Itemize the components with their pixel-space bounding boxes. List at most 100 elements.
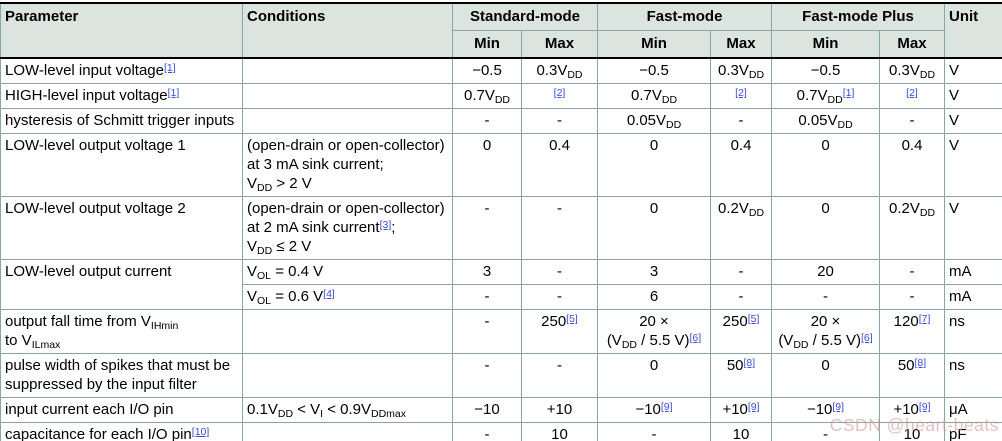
footnote-ref[interactable]: [3] <box>379 219 392 231</box>
footnote-ref[interactable]: [9] <box>660 401 673 413</box>
footnote-ref[interactable]: [8] <box>743 357 756 369</box>
value-cell: 0.7VDD <box>452 83 522 109</box>
conditions-cell <box>242 309 453 354</box>
subscript: DD <box>748 207 765 219</box>
subscript: OL <box>257 295 272 307</box>
header-standard-min: Min <box>452 30 522 59</box>
value-cell: 0 <box>597 133 712 197</box>
value-cell: - <box>879 259 946 285</box>
subscript: DD <box>827 94 843 106</box>
value-cell: 0.2VDD <box>879 196 946 260</box>
unit-cell: V <box>944 108 1002 134</box>
footnote-ref[interactable]: [2] <box>553 87 566 99</box>
value-cell: 0.7VDD <box>597 83 712 109</box>
value-cell: −0.5 <box>771 57 881 84</box>
value-cell: 0 <box>597 353 712 398</box>
subscript: I <box>320 408 324 420</box>
value-cell: +10 <box>520 397 599 423</box>
value-cell: 250[5] <box>710 309 773 354</box>
header-unit: Unit <box>944 2 1002 59</box>
value-cell: 10 <box>520 422 599 441</box>
value-cell: 3 <box>597 259 712 285</box>
value-cell: - <box>452 353 522 398</box>
parameter-cell: HIGH-level input voltage[1] <box>0 83 243 109</box>
table-row: hysteresis of Schmitt trigger inputs - -0.… <box>0 108 1002 134</box>
footnote-ref[interactable]: [8] <box>914 357 927 369</box>
subscript: DD <box>277 408 294 420</box>
value-cell: 0 <box>597 196 712 260</box>
subscript: DD <box>257 245 273 257</box>
parameter-cell: LOW-level output current <box>0 259 243 310</box>
conditions-cell: (open-drain or open-collector) at 2 mA si… <box>242 196 453 260</box>
footnote-ref[interactable]: [5] <box>747 313 760 325</box>
header-fast-max: Max <box>710 30 773 59</box>
subscript: DD <box>621 339 637 351</box>
value-cell: - <box>520 259 599 285</box>
unit-cell: V <box>944 196 1002 260</box>
header-fast-min: Min <box>597 30 712 59</box>
value-cell: 20 × (VDD / 5.5 V)[6] <box>597 309 712 354</box>
value-cell: 0 <box>771 353 881 398</box>
parameter-cell: pulse width of spikes that must be suppre… <box>0 353 243 398</box>
footnote-ref[interactable]: [6] <box>861 332 873 344</box>
value-cell: 3 <box>452 259 522 285</box>
unit-cell: ns <box>944 309 1002 354</box>
value-cell: −0.5 <box>597 57 712 84</box>
spec-table-body: LOW-level input voltage[1] −0.5 0.3VDD −0.5… <box>0 57 1002 441</box>
value-cell: 0.4 <box>520 133 599 197</box>
subscript: DD <box>567 69 583 81</box>
footnote-ref[interactable]: [9] <box>747 401 760 413</box>
table-row: HIGH-level input voltage[1] 0.7VDD [2] 0.7V… <box>0 83 1002 109</box>
value-cell: −10[9] <box>597 397 712 423</box>
conditions-cell <box>242 422 453 441</box>
footnote-ref[interactable]: [7] <box>918 313 931 325</box>
table-row: pulse width of spikes that must be suppre… <box>0 353 1002 398</box>
footnote-ref[interactable]: [5] <box>566 313 578 325</box>
value-cell: - <box>771 422 881 441</box>
footnote-ref[interactable]: [2] <box>906 87 918 99</box>
table-row: output fall time from VIHmin to VILmax -25… <box>0 309 1002 354</box>
value-cell: 0 <box>771 196 881 260</box>
value-cell: - <box>879 108 946 134</box>
footnote-ref[interactable]: [10] <box>191 426 210 438</box>
value-cell: - <box>710 108 773 134</box>
table-row: LOW-level output voltage 2 (open-drain or… <box>0 196 1002 260</box>
unit-cell: pF <box>944 422 1002 441</box>
subscript: DD <box>257 182 273 194</box>
conditions-cell: 0.1VDD < VI < 0.9VDDmax <box>242 397 453 423</box>
subscript: DD <box>793 339 809 351</box>
parameter-cell: LOW-level output voltage 2 <box>0 196 243 260</box>
parameter-cell: output fall time from VIHmin to VILmax <box>0 309 243 354</box>
footnote-ref[interactable]: [1] <box>163 62 176 74</box>
subscript: DDmax <box>371 408 407 420</box>
value-cell: 0.4 <box>879 133 946 197</box>
header-fastplus-max: Max <box>879 30 946 59</box>
value-cell: −10[9] <box>771 397 881 423</box>
conditions-cell <box>242 83 453 109</box>
value-cell: 0.05VDD <box>597 108 712 134</box>
value-cell: 250[5] <box>520 309 599 354</box>
subscript: DD <box>919 207 936 219</box>
value-cell: 0 <box>452 133 522 197</box>
subscript: IHmin <box>150 320 179 332</box>
value-cell: 10 <box>710 422 773 441</box>
value-cell: - <box>452 196 522 260</box>
footnote-ref[interactable]: [1] <box>842 87 855 99</box>
footnote-ref[interactable]: [6] <box>689 332 702 344</box>
value-cell: - <box>710 284 773 310</box>
table-header: Parameter Conditions Standard-mode Fast-… <box>0 2 1002 59</box>
header-fast-mode-plus: Fast-mode Plus <box>771 2 946 31</box>
value-cell: - <box>452 108 522 134</box>
parameter-cell: capacitance for each I/O pin[10] <box>0 422 243 441</box>
conditions-cell <box>242 108 453 134</box>
footnote-ref[interactable]: [4] <box>323 288 335 300</box>
footnote-ref[interactable]: [9] <box>832 401 845 413</box>
footnote-ref[interactable]: [9] <box>918 401 931 413</box>
footnote-ref[interactable]: [1] <box>167 87 180 99</box>
value-cell: - <box>452 422 522 441</box>
conditions-cell: VOL = 0.4 V <box>242 259 453 285</box>
value-cell: [2] <box>879 83 946 109</box>
value-cell: - <box>597 422 712 441</box>
footnote-ref[interactable]: [2] <box>735 87 747 99</box>
